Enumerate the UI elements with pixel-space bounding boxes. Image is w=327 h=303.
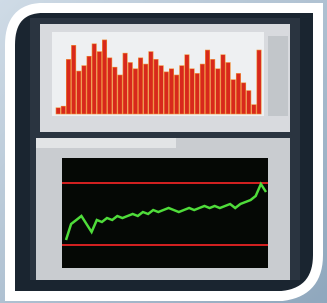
bar <box>169 69 173 114</box>
bar <box>211 59 215 114</box>
bar <box>71 45 75 114</box>
bar <box>87 56 91 114</box>
bar <box>226 63 230 114</box>
bar <box>138 58 142 114</box>
bar <box>92 44 96 114</box>
bar <box>108 58 112 114</box>
bar <box>216 69 220 114</box>
bar <box>102 40 106 114</box>
bar <box>123 53 127 114</box>
bar <box>56 108 60 114</box>
scene <box>0 0 327 303</box>
bar <box>144 64 148 114</box>
bar <box>221 55 225 114</box>
bar <box>252 105 256 114</box>
bar <box>180 66 184 114</box>
bar <box>174 75 178 114</box>
bar <box>236 73 240 114</box>
bar <box>118 75 122 114</box>
bar <box>61 106 65 114</box>
bar <box>97 52 101 114</box>
bar <box>247 91 251 114</box>
bar <box>149 52 153 114</box>
bar <box>185 55 189 114</box>
bar <box>66 59 70 114</box>
lower-plot <box>62 158 268 268</box>
bar <box>241 83 245 114</box>
photo <box>0 0 327 303</box>
bar <box>231 80 235 114</box>
bar <box>200 64 204 114</box>
bar <box>128 63 132 114</box>
bar <box>195 73 199 114</box>
tab-bar <box>36 138 176 148</box>
bar <box>77 71 81 114</box>
bar <box>82 66 86 114</box>
bar <box>113 67 117 114</box>
bar <box>190 69 194 114</box>
bar <box>159 66 163 114</box>
bar <box>205 50 209 114</box>
bar <box>133 69 137 114</box>
bar <box>257 50 261 114</box>
bar <box>164 72 168 114</box>
side-panel <box>268 36 288 116</box>
bar <box>154 59 158 114</box>
